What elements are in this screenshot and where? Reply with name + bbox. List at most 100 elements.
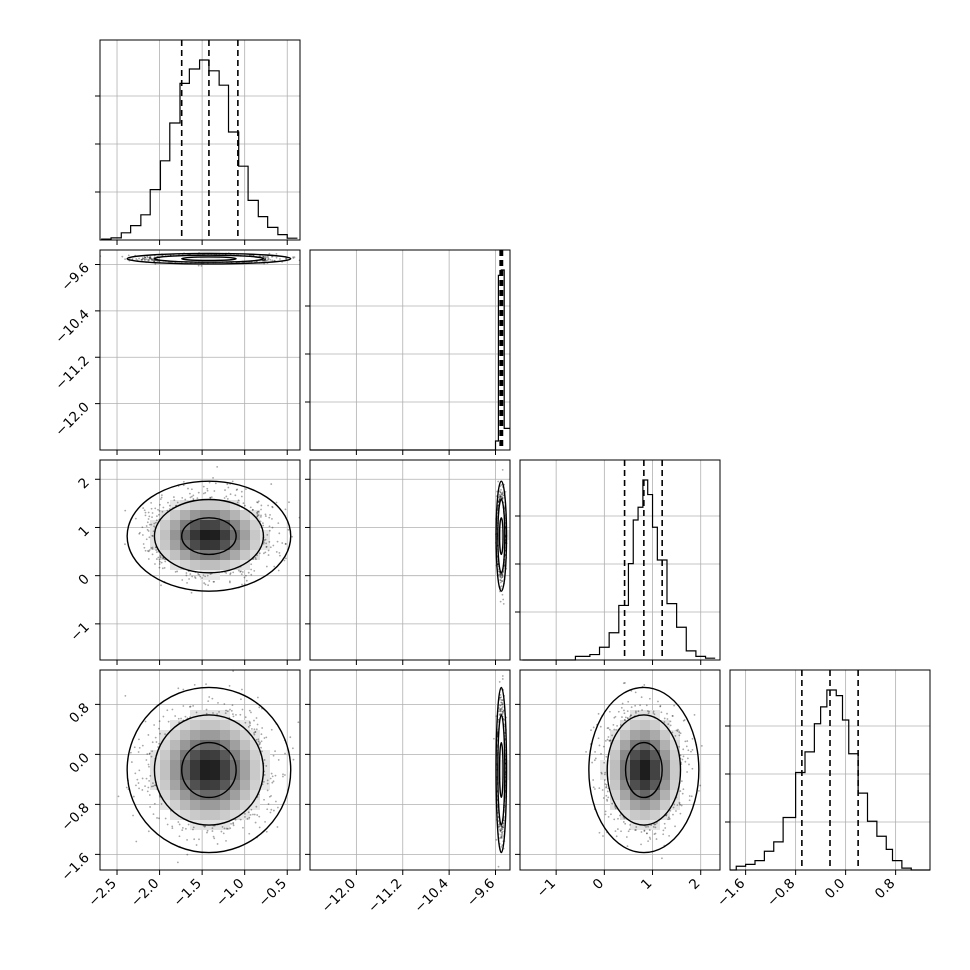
density-cell [220, 560, 230, 570]
density-cell [610, 780, 620, 790]
sample-point [244, 504, 246, 507]
sample-point [654, 823, 657, 826]
sample-point [267, 257, 270, 260]
sample-point [241, 571, 244, 573]
sample-point [498, 493, 501, 496]
sample-point [265, 546, 268, 548]
sample-point [502, 826, 504, 829]
sample-point [161, 567, 164, 570]
sample-point [268, 529, 271, 532]
sample-point [155, 515, 158, 518]
sample-point [285, 257, 287, 260]
sample-point [597, 712, 600, 715]
axes-frame [99, 249, 301, 451]
x-tick-label: −1 [534, 876, 559, 901]
sample-point [138, 746, 141, 749]
axes-frame [99, 39, 301, 241]
sample-point [501, 703, 503, 706]
sample-point [606, 798, 608, 801]
sample-point [159, 555, 162, 557]
sample-point [499, 495, 502, 498]
sample-point [244, 716, 247, 719]
sample-point [265, 256, 267, 259]
sample-point [160, 803, 163, 805]
sample-point [256, 512, 259, 515]
x-tick-label: 0.8 [872, 876, 899, 903]
density-cell [220, 510, 230, 520]
sample-point [159, 556, 162, 559]
density-cell [210, 540, 220, 550]
contour-line [126, 480, 292, 592]
density-cell [230, 530, 240, 540]
density-cell [180, 720, 190, 730]
sample-point [251, 508, 254, 511]
sample-point [135, 258, 138, 260]
sample-point [184, 498, 187, 501]
sample-point [184, 827, 187, 830]
sample-point [206, 829, 209, 832]
sample-point [253, 813, 256, 816]
sample-point [150, 507, 153, 510]
sample-point [244, 816, 246, 818]
sample-point [646, 832, 648, 835]
sample-point [594, 751, 596, 753]
sample-point [143, 257, 146, 260]
sample-point [264, 258, 266, 260]
sample-point [687, 749, 690, 752]
sample-point [600, 771, 603, 774]
sample-point [158, 560, 161, 563]
sample-point [182, 480, 185, 483]
sample-point [224, 712, 227, 715]
sample-point [142, 258, 144, 260]
sample-point [147, 734, 150, 736]
sample-point [257, 740, 260, 743]
density-cell [170, 510, 180, 520]
sample-point [498, 828, 501, 831]
sample-point [195, 711, 198, 714]
density-cell [190, 740, 200, 750]
sample-point [497, 480, 500, 483]
sample-point [686, 740, 689, 742]
sample-point [501, 574, 504, 577]
density-cell [210, 720, 220, 730]
sample-point [682, 788, 685, 791]
density-cell [600, 770, 610, 780]
sample-point [654, 826, 657, 829]
sample-point [144, 720, 147, 723]
sample-point [224, 489, 226, 491]
sample-point [271, 505, 274, 508]
sample-point [271, 775, 274, 778]
sample-point [257, 514, 260, 517]
sample-point [144, 258, 147, 261]
sample-point [266, 779, 269, 782]
sample-point [501, 834, 504, 836]
sample-point [180, 717, 182, 720]
sample-point [204, 583, 207, 586]
histogram-step-line [522, 479, 716, 661]
density-cell [640, 750, 650, 760]
contour-line [495, 480, 508, 592]
sample-point [623, 718, 626, 721]
sample-point [682, 719, 685, 722]
sample-point [271, 255, 273, 258]
sample-point [264, 259, 267, 262]
sample-point [124, 694, 127, 697]
sample-point [207, 700, 210, 703]
density-cell [190, 500, 200, 510]
sample-point [209, 573, 212, 575]
sample-point [500, 827, 503, 830]
sample-point [236, 488, 239, 491]
density-cell [180, 780, 190, 790]
x-tick-label: −2.0 [128, 876, 162, 910]
sample-point [274, 774, 277, 777]
sample-point [255, 558, 257, 561]
sample-point [181, 496, 184, 499]
density-cell [630, 710, 640, 720]
sample-point [500, 495, 503, 497]
sample-point [684, 740, 687, 743]
scatter-panel-3-1 [95, 459, 301, 665]
sample-point [256, 814, 259, 816]
density-cell [160, 520, 170, 530]
sample-point [259, 741, 262, 744]
sample-point [643, 684, 646, 686]
